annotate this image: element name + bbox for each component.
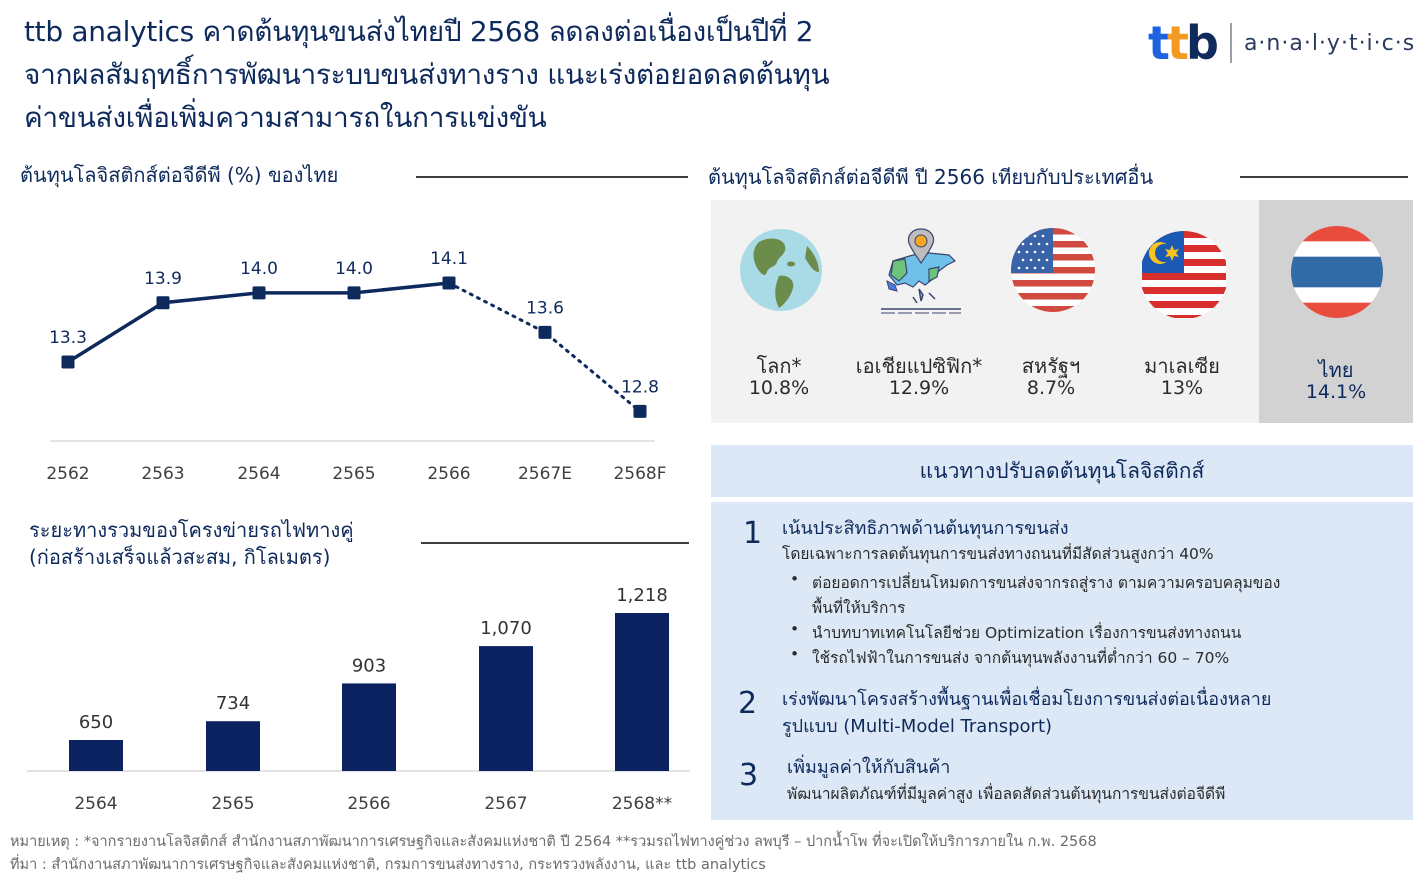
country-name: มาเลเซีย	[1144, 354, 1220, 378]
malaysia-flag-icon	[1142, 231, 1226, 318]
guidance-title: เน้นประสิทธิภาพด้านต้นทุนการขนส่ง	[782, 518, 1069, 539]
x-axis-label: 2567	[484, 794, 527, 814]
bar: 1,070	[479, 618, 533, 771]
page-headline: ttb analytics คาดต้นทุนขนส่งไทยปี 2568 ล…	[24, 10, 1104, 139]
section-rule	[416, 176, 688, 178]
ttb-logo-mark: ttb	[1148, 16, 1219, 70]
x-axis-label: 2566	[427, 464, 470, 484]
guidance-number: 3	[739, 758, 759, 793]
svg-text:13.9: 13.9	[144, 269, 182, 289]
data-point: 12.8	[621, 377, 659, 418]
guidance-title: เพิ่มมูลค่าให้กับสินค้า	[787, 757, 951, 778]
guidance-body: 1 เน้นประสิทธิภาพด้านต้นทุนการขนส่ง โดยเ…	[711, 502, 1413, 820]
headline-line-1: ttb analytics คาดต้นทุนขนส่งไทยปี 2568 ล…	[24, 15, 814, 48]
country-value: 13%	[1160, 377, 1204, 399]
headline-line-3: ค่าขนส่งเพื่อเพิ่มความสามารถในการแข่งขัน	[24, 101, 547, 134]
source-note: ที่มา : สำนักงานสภาพัฒนาการเศรษฐกิจและสั…	[10, 857, 766, 873]
headline-line-2: จากผลสัมฤทธิ์การพัฒนาระบบขนส่งทางราง แนะ…	[24, 58, 830, 91]
comparison-title: ต้นทุนโลจิสติกส์ต่อจีดีพี ปี 2566 เทียบก…	[708, 165, 1154, 189]
x-axis-label: 2568**	[612, 794, 672, 814]
svg-text:14.0: 14.0	[335, 259, 373, 279]
guidance-header: แนวทางปรับลดต้นทุนโลจิสติกส์	[711, 445, 1413, 497]
guidance-bullet: • ต่อยอดการเปลี่ยนโหมดการขนส่งจากรถสู่ราง…	[790, 570, 1281, 592]
country-name: เอเชียแปซิฟิก*	[855, 354, 983, 378]
x-axis-label: 2566	[347, 794, 390, 814]
country-value: 12.9%	[888, 377, 950, 399]
thailand-flag-icon	[1291, 226, 1383, 318]
x-axis-label: 2563	[141, 464, 184, 484]
guidance-bullet: • ใช้รถไฟฟ้าในการขนส่ง จากต้นทุนพลังงานที…	[790, 645, 1230, 667]
line-chart-title: ต้นทุนโลจิสติกส์ต่อจีดีพี (%) ของไทย	[20, 163, 339, 187]
bar-chart-title-line-2: (ก่อสร้างเสร็จแล้วสะสม, กิโลเมตร)	[29, 545, 331, 569]
section-rule	[421, 542, 689, 544]
ttb-analytics-logo: ttb a·n·a·l·y·t·i·c·s	[1148, 18, 1415, 68]
bar: 1,218	[615, 585, 669, 771]
footnote: หมายเหตุ : *จากรายงานโลจิสติกส์ สำนักงาน…	[10, 834, 1097, 850]
guidance-subtitle: พัฒนาผลิตภัณฑ์ที่มีมูลค่าสูง เพื่อลดสัดส…	[787, 785, 1226, 803]
country-value: 10.8%	[748, 377, 810, 399]
asia-pacific-map-icon	[881, 228, 961, 314]
bar: 903	[342, 655, 396, 771]
x-axis-label: 2562	[46, 464, 89, 484]
svg-text:14.0: 14.0	[240, 259, 278, 279]
country-value: 8.7%	[1026, 377, 1076, 399]
guidance-number: 1	[743, 516, 763, 551]
data-point: 14.0	[335, 259, 373, 300]
svg-text:1,218: 1,218	[616, 585, 668, 606]
logo-divider	[1229, 23, 1232, 63]
guidance-number: 2	[738, 686, 758, 721]
bar-chart-title-line-1: ระยะทางรวมของโครงข่ายรถไฟทางคู่	[29, 518, 354, 542]
section-rule	[1240, 176, 1408, 178]
svg-text:13.6: 13.6	[526, 298, 564, 318]
x-axis-label: 2565	[211, 794, 254, 814]
logo-wordmark: a·n·a·l·y·t·i·c·s	[1243, 30, 1416, 56]
svg-text:1,070: 1,070	[480, 618, 532, 639]
svg-text:13.3: 13.3	[49, 328, 87, 348]
x-axis-label: 2567E	[518, 464, 572, 484]
country-value: 14.1%	[1305, 381, 1367, 403]
svg-text:903: 903	[352, 655, 386, 676]
x-axis-label: 2568F	[613, 464, 666, 484]
usa-flag-icon	[1011, 228, 1095, 312]
country-name: โลก*	[756, 354, 802, 378]
data-point: 13.6	[526, 298, 564, 339]
svg-text:650: 650	[79, 712, 113, 733]
x-axis-label: 2564	[74, 794, 117, 814]
globe-icon	[740, 229, 822, 311]
guidance-bullet-continued: พื้นที่ให้บริการ	[812, 599, 906, 617]
guidance-bullet: • นำบทบาทเทคโนโลยีช่วย Optimization เรื่อ…	[790, 620, 1242, 642]
guidance-title: เร่งพัฒนาโครงสร้างพื้นฐานเพื่อเชื่อมโยงก…	[782, 689, 1272, 710]
svg-text:734: 734	[216, 693, 250, 714]
data-point: 13.9	[144, 269, 182, 310]
data-point: 14.1	[430, 249, 468, 290]
double-track-railway-bar-chart: 650 2564 734 2565 903 2566 1,070 2567 1,218 2568*…	[27, 585, 690, 814]
data-point: 13.3	[49, 328, 87, 369]
logistics-cost-line-chart: 13.3 2562 13.9 2563 14.0 2564 14.0 2565 14.1 2566…	[46, 249, 666, 484]
x-axis-label: 2565	[332, 464, 375, 484]
bar: 734	[206, 693, 260, 771]
country-name: ไทย	[1318, 358, 1354, 382]
svg-text:12.8: 12.8	[621, 377, 659, 397]
country-name: สหรัฐฯ	[1021, 354, 1081, 378]
bar: 650	[69, 712, 123, 771]
x-axis-label: 2564	[237, 464, 280, 484]
data-point: 14.0	[240, 259, 278, 300]
guidance-subtitle: โดยเฉพาะการลดต้นทุนการขนส่งทางถนนที่มีสั…	[782, 545, 1214, 563]
guidance-title-continued: รูปแบบ (Multi-Model Transport)	[782, 716, 1053, 737]
svg-text:14.1: 14.1	[430, 249, 468, 269]
